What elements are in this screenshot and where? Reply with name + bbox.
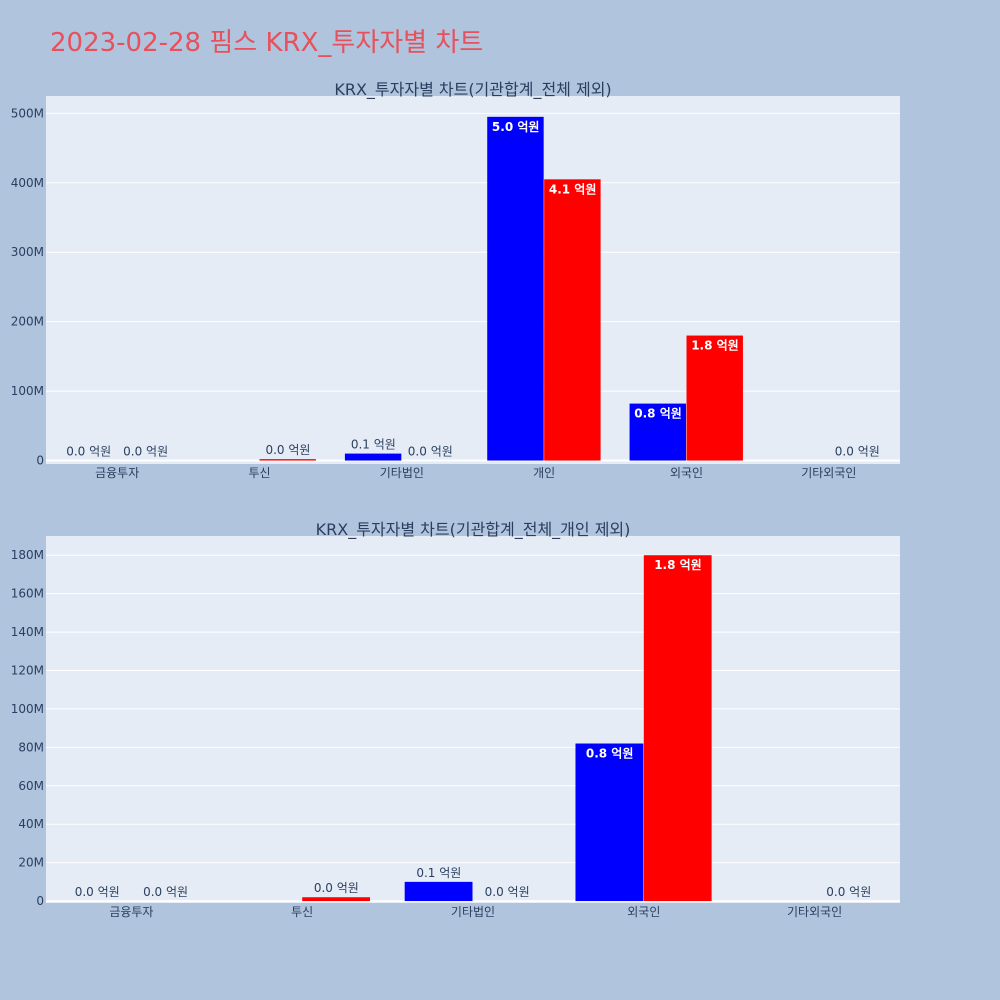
x-tick-label: 기타외국인 [787, 905, 842, 919]
x-tick-label: 외국인 [670, 466, 703, 480]
data-label: 0.0 억원 [75, 885, 120, 899]
y-tick-label: 400M [11, 176, 44, 190]
y-tick-label: 0 [36, 454, 44, 468]
data-label: 0.0 억원 [485, 885, 530, 899]
y-tick-label: 20M [18, 856, 44, 870]
bar [629, 403, 686, 461]
data-label: 0.0 억원 [143, 885, 188, 899]
x-tick-label: 개인 [533, 466, 555, 480]
y-tick-label: 500M [11, 106, 44, 120]
y-tick-label: 80M [18, 740, 44, 754]
x-tick-label: 투신 [291, 905, 313, 919]
y-tick-label: 160M [11, 587, 44, 601]
page-title: 2023-02-28 핌스 KRX_투자자별 차트 [50, 28, 484, 58]
bar [643, 555, 712, 902]
y-tick-label: 0 [36, 894, 44, 908]
data-label: 1.8 억원 [654, 558, 702, 572]
x-tick-label: 기타법인 [380, 466, 424, 480]
bar [544, 179, 601, 461]
bar [344, 453, 402, 461]
bar [302, 897, 371, 902]
y-tick-label: 100M [11, 384, 44, 398]
bar [575, 743, 644, 902]
data-label: 0.8 억원 [634, 407, 682, 421]
y-tick-label: 300M [11, 245, 44, 259]
data-label: 0.0 억원 [265, 443, 310, 457]
bar [487, 116, 544, 461]
y-tick-label: 60M [18, 779, 44, 793]
y-tick-label: 120M [11, 664, 44, 678]
data-label: 0.0 억원 [123, 445, 168, 459]
bar [686, 335, 743, 461]
data-label: 0.0 억원 [835, 445, 880, 459]
chart-title-2: KRX_투자자별 차트(기관합계_전체_개인 제외) [316, 520, 631, 540]
y-tick-label: 40M [18, 817, 44, 831]
x-tick-label: 기타외국인 [801, 466, 856, 480]
data-label: 0.1 억원 [351, 438, 396, 452]
data-label: 0.0 억원 [314, 881, 359, 895]
data-label: 0.0 억원 [66, 445, 111, 459]
data-label: 1.8 억원 [691, 339, 739, 353]
y-tick-label: 100M [11, 702, 44, 716]
data-label: 0.1 억원 [416, 866, 461, 880]
data-label: 0.8 억원 [586, 747, 634, 761]
y-tick-label: 200M [11, 315, 44, 329]
data-label: 4.1 억원 [549, 182, 597, 196]
data-label: 5.0 억원 [492, 120, 540, 134]
x-tick-label: 외국인 [627, 905, 660, 919]
plot-area-2 [46, 536, 900, 903]
chart-title-1: KRX_투자자별 차트(기관합계_전체 제외) [334, 80, 611, 100]
x-tick-label: 금융투자 [109, 905, 153, 919]
x-tick-label: 투신 [248, 466, 270, 480]
x-tick-label: 기타법인 [451, 905, 495, 919]
y-tick-label: 180M [11, 548, 44, 562]
y-tick-label: 140M [11, 625, 44, 639]
bar [259, 459, 316, 461]
plot-area-1 [46, 96, 900, 464]
bar [404, 881, 473, 902]
x-tick-label: 금융투자 [95, 466, 139, 480]
data-label: 0.0 억원 [408, 445, 453, 459]
data-label: 0.0 억원 [826, 885, 871, 899]
